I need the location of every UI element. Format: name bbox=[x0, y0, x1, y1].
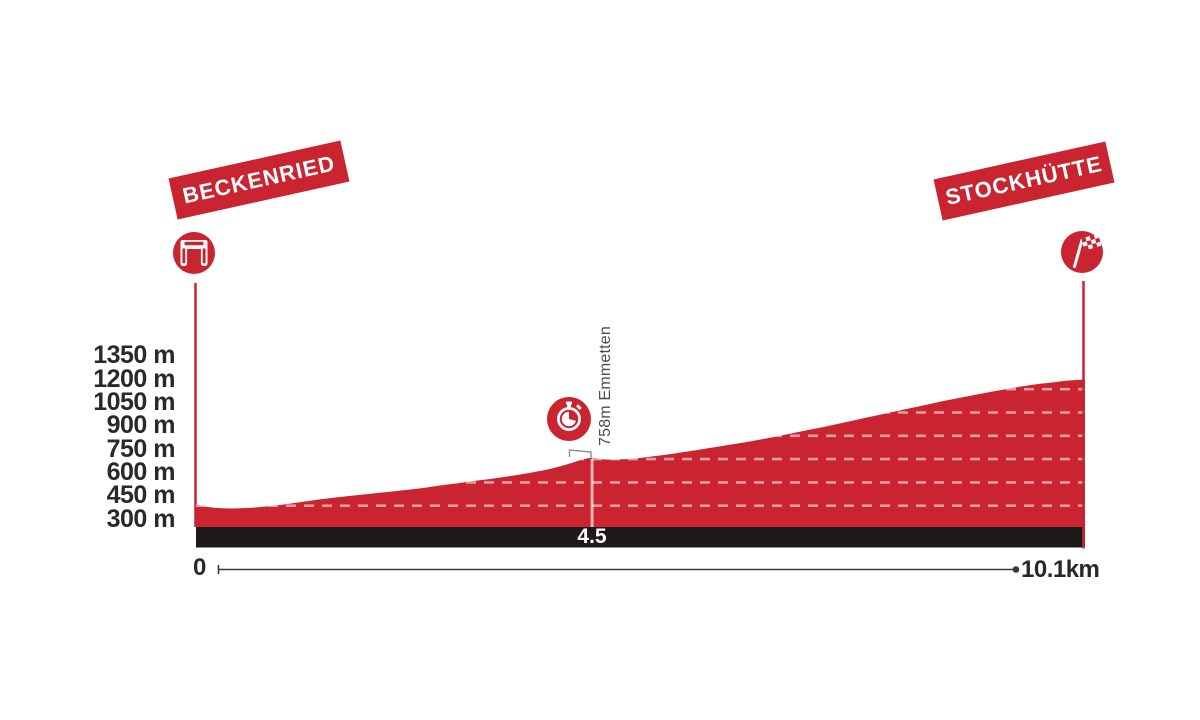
y-tick-1200m: 1200 m bbox=[93, 364, 175, 393]
y-tick-1350m: 1350 m bbox=[93, 341, 175, 370]
y-tick-450m: 450 m bbox=[106, 481, 176, 510]
elevation-area bbox=[194, 283, 1085, 548]
timecheck-km-label: 4.5 bbox=[577, 525, 607, 548]
y-tick-750m: 750 m bbox=[106, 434, 176, 463]
elevation-area-fill bbox=[196, 379, 1085, 548]
distance-bar bbox=[196, 527, 1083, 548]
y-tick-600m: 600 m bbox=[106, 457, 176, 486]
y-tick-1050m: 1050 m bbox=[93, 388, 175, 416]
chart-decorations bbox=[196, 281, 1085, 574]
x-axis-end-label: 10.1km bbox=[1021, 556, 1100, 583]
start-arch-icon bbox=[173, 232, 215, 274]
y-tick-300m: 300 m bbox=[106, 504, 176, 533]
x-axis-end-dot bbox=[1012, 566, 1020, 573]
timecheck-leader-line bbox=[568, 449, 592, 459]
stopwatch-icon bbox=[547, 397, 591, 441]
checkered-flag-icon bbox=[1061, 231, 1103, 273]
timecheck-note: 758m Emmetten bbox=[597, 326, 614, 446]
y-tick-900m: 900 m bbox=[106, 411, 176, 440]
x-axis-start-label: 0 bbox=[193, 554, 207, 581]
